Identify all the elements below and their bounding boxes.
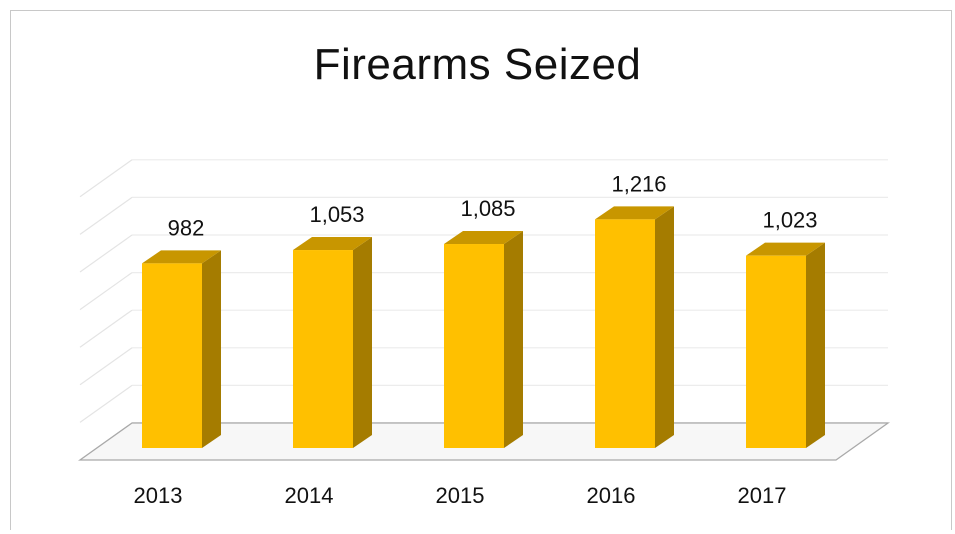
value-label: 982: [168, 215, 205, 240]
bar-side: [353, 237, 372, 448]
bar-top: [293, 237, 372, 251]
bar-side: [504, 231, 523, 448]
x-tick-label: 2015: [436, 483, 485, 508]
x-tick-label: 2016: [587, 483, 636, 508]
value-label: 1,216: [611, 171, 666, 196]
x-tick-label: 2013: [134, 483, 183, 508]
side-grid-line: [79, 159, 133, 198]
x-tick-label: 2017: [738, 483, 787, 508]
bar-front: [595, 219, 655, 448]
bar-2014: [293, 237, 372, 448]
bar-side: [806, 242, 825, 448]
bar-front: [746, 255, 806, 448]
bar-2016: [595, 206, 674, 448]
bar-2015: [444, 231, 523, 448]
bar-2017: [746, 242, 825, 448]
x-axis-labels: 2013 2014 2015 2016 2017: [134, 483, 787, 508]
side-grid-line: [79, 384, 133, 423]
bar-top: [444, 231, 523, 245]
bar-side: [655, 206, 674, 448]
x-tick-label: 2014: [285, 483, 334, 508]
bar-2013: [142, 250, 221, 448]
bar-top: [746, 242, 825, 256]
value-labels: 982 1,053 1,085 1,216 1,023: [168, 171, 818, 240]
value-label: 1,085: [460, 196, 515, 221]
side-grid-line: [79, 272, 133, 311]
value-label: 1,023: [762, 208, 817, 233]
bar-front: [444, 244, 504, 448]
side-grid-line: [79, 196, 133, 235]
bar-side: [202, 250, 221, 448]
value-label: 1,053: [309, 202, 364, 227]
bars: [142, 206, 825, 448]
side-grid-line: [79, 309, 133, 348]
bar-top: [142, 250, 221, 264]
bar-front: [142, 263, 202, 448]
chart-title: Firearms Seized: [313, 40, 642, 89]
side-grid-line: [79, 347, 133, 386]
bar-top: [595, 206, 674, 220]
bar-front: [293, 250, 353, 448]
side-grid-line: [79, 234, 133, 273]
